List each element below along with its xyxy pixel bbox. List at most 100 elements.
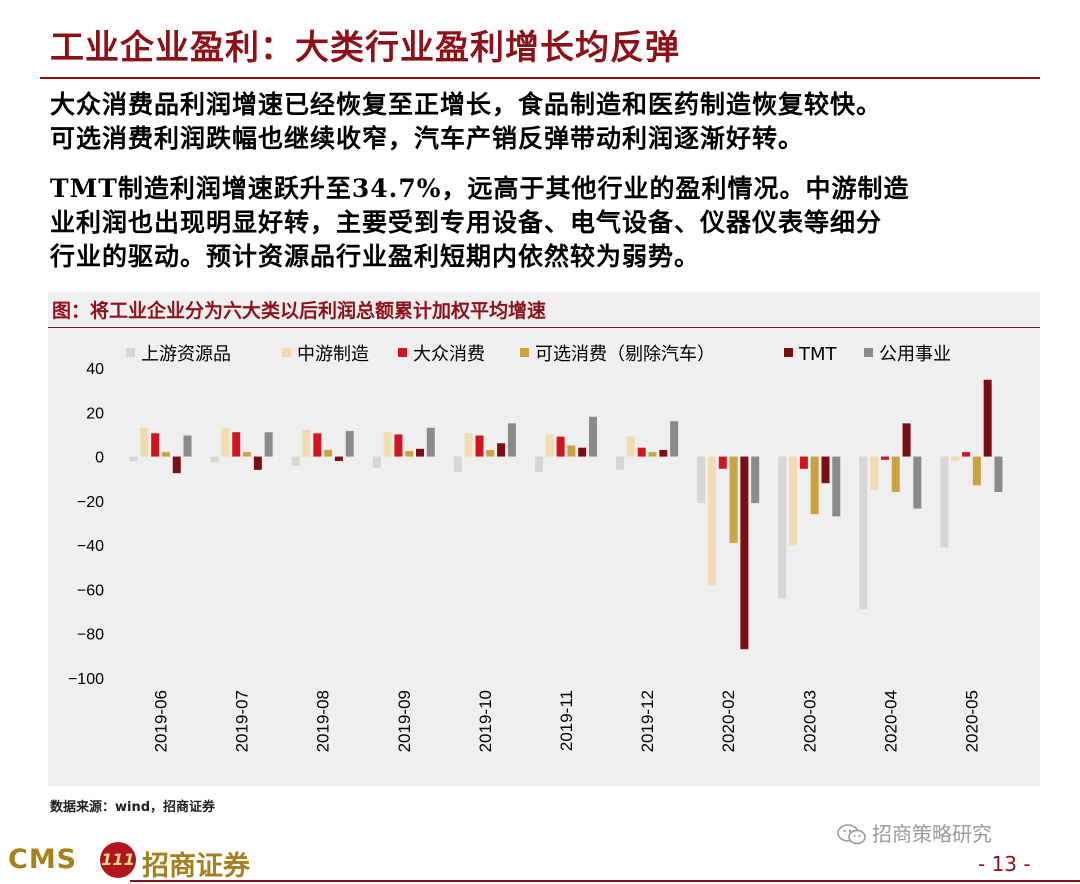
profit-growth-bar-chart: 40 20 0 −20 −40 −60 −80 −100 2019-06 2019-07 2019-… [68, 344, 1003, 752]
bar [740, 456, 749, 650]
wechat-icon [837, 824, 866, 845]
y-tick-label: −40 [77, 538, 104, 555]
bar [243, 452, 252, 457]
bar [172, 456, 181, 474]
page-number: - 13 - [978, 852, 1031, 876]
chart-panel [48, 292, 1040, 786]
bar [394, 434, 403, 457]
bar [140, 427, 149, 457]
bar [616, 456, 625, 470]
legend-label: 大众消费 [413, 344, 485, 365]
bar [637, 447, 646, 457]
bar [426, 427, 435, 457]
bar [751, 456, 760, 504]
legend-label: 上游资源品 [141, 344, 231, 365]
legend-swatch [282, 348, 291, 357]
data-source-note: 数据来源：wind，招商证券 [50, 800, 216, 815]
paragraph-line: TMT制造利润增速跃升至34.7%，远高于其他行业的盈利情况。中游制造 [50, 174, 910, 203]
summary-paragraph-2: TMT制造利润增速跃升至34.7%，远高于其他行业的盈利情况。中游制造 业利润也… [50, 172, 910, 274]
bar [264, 432, 273, 457]
bar [334, 456, 343, 461]
y-tick-label: −20 [77, 494, 104, 511]
bar [556, 436, 565, 457]
x-tick-label: 2019-11 [557, 690, 576, 751]
bar [913, 456, 922, 509]
x-tick-label: 2020-03 [800, 690, 819, 752]
bar [578, 447, 587, 457]
bar [302, 430, 311, 457]
bar [486, 449, 495, 457]
bar [221, 427, 230, 457]
bar [659, 449, 668, 457]
page-title: 工业企业盈利：大类行业盈利增长均反弹 [50, 28, 680, 68]
bar [880, 456, 889, 460]
bar [729, 456, 738, 543]
bar [648, 452, 657, 457]
x-tick-label: 2020-04 [881, 690, 900, 752]
bar [962, 452, 971, 457]
y-tick-label: 0 [95, 450, 104, 467]
bar [994, 456, 1003, 492]
bar [670, 421, 679, 457]
bar [567, 445, 576, 457]
chart-caption: 图：将工业企业分为六大类以后利润总额累计加权平均增速 [52, 300, 547, 322]
bar [497, 443, 506, 457]
legend-swatch [864, 348, 873, 357]
bar [940, 456, 949, 548]
y-tick-label: 40 [86, 361, 104, 378]
bar [405, 451, 414, 457]
legend-label: 中游制造 [297, 344, 369, 365]
x-tick-label: 2020-05 [962, 690, 981, 752]
bar [902, 423, 911, 457]
bar [821, 456, 830, 484]
summary-paragraph-1: 大众消费品利润增速已经恢复至正增长，食品制造和医药制造恢复较快。 可选消费利润跌… [50, 88, 882, 156]
bar [799, 456, 808, 469]
y-tick-label: −100 [68, 671, 104, 688]
footer-divider [130, 880, 1080, 882]
bar [372, 456, 381, 468]
bar [983, 379, 992, 457]
watermark-text: 招商策略研究 [872, 822, 992, 846]
bar [545, 434, 554, 457]
bar [183, 435, 192, 457]
x-tick-label: 2019-07 [233, 690, 252, 752]
x-tick-label: 2019-10 [476, 690, 495, 752]
bar [810, 456, 819, 515]
bar [535, 456, 543, 473]
bar [626, 436, 635, 457]
bar [951, 456, 960, 461]
bar [870, 456, 879, 490]
bar [291, 456, 300, 466]
legend-swatch [126, 348, 135, 357]
x-tick-label: 2019-08 [314, 690, 333, 752]
bar [129, 456, 138, 461]
y-tick-label: 20 [86, 405, 104, 422]
legend-swatch [398, 348, 407, 357]
legend-label: 可选消费（剔除汽车） [535, 344, 715, 365]
watermark: 招商策略研究 [836, 818, 992, 847]
bar [972, 456, 981, 486]
bar [464, 433, 473, 457]
bar [161, 452, 170, 457]
bar [718, 456, 727, 469]
bar [383, 432, 392, 457]
bar [859, 456, 868, 610]
title-divider [40, 77, 1040, 79]
bar [253, 456, 262, 470]
bar [697, 456, 706, 504]
bar [151, 433, 160, 457]
y-tick-label: −80 [77, 627, 104, 644]
bar [832, 456, 841, 517]
legend-swatch [520, 348, 529, 357]
logo-company-name: 招商证券 [142, 851, 250, 882]
legend-swatch [784, 348, 793, 357]
caption-divider [48, 327, 1040, 328]
y-tick-label: −60 [77, 582, 104, 599]
paragraph-line: 可选消费利润跌幅也继续收窄，汽车产销反弹带动利润逐渐好转。 [50, 124, 805, 153]
bar [789, 456, 798, 546]
bar [453, 456, 462, 473]
bar [313, 433, 322, 457]
paragraph-line: 业利润也出现明显好转，主要受到专用设备、电气设备、仪器仪表等细分 [50, 208, 883, 237]
bar [507, 423, 516, 457]
x-tick-label: 2019-09 [395, 690, 414, 752]
